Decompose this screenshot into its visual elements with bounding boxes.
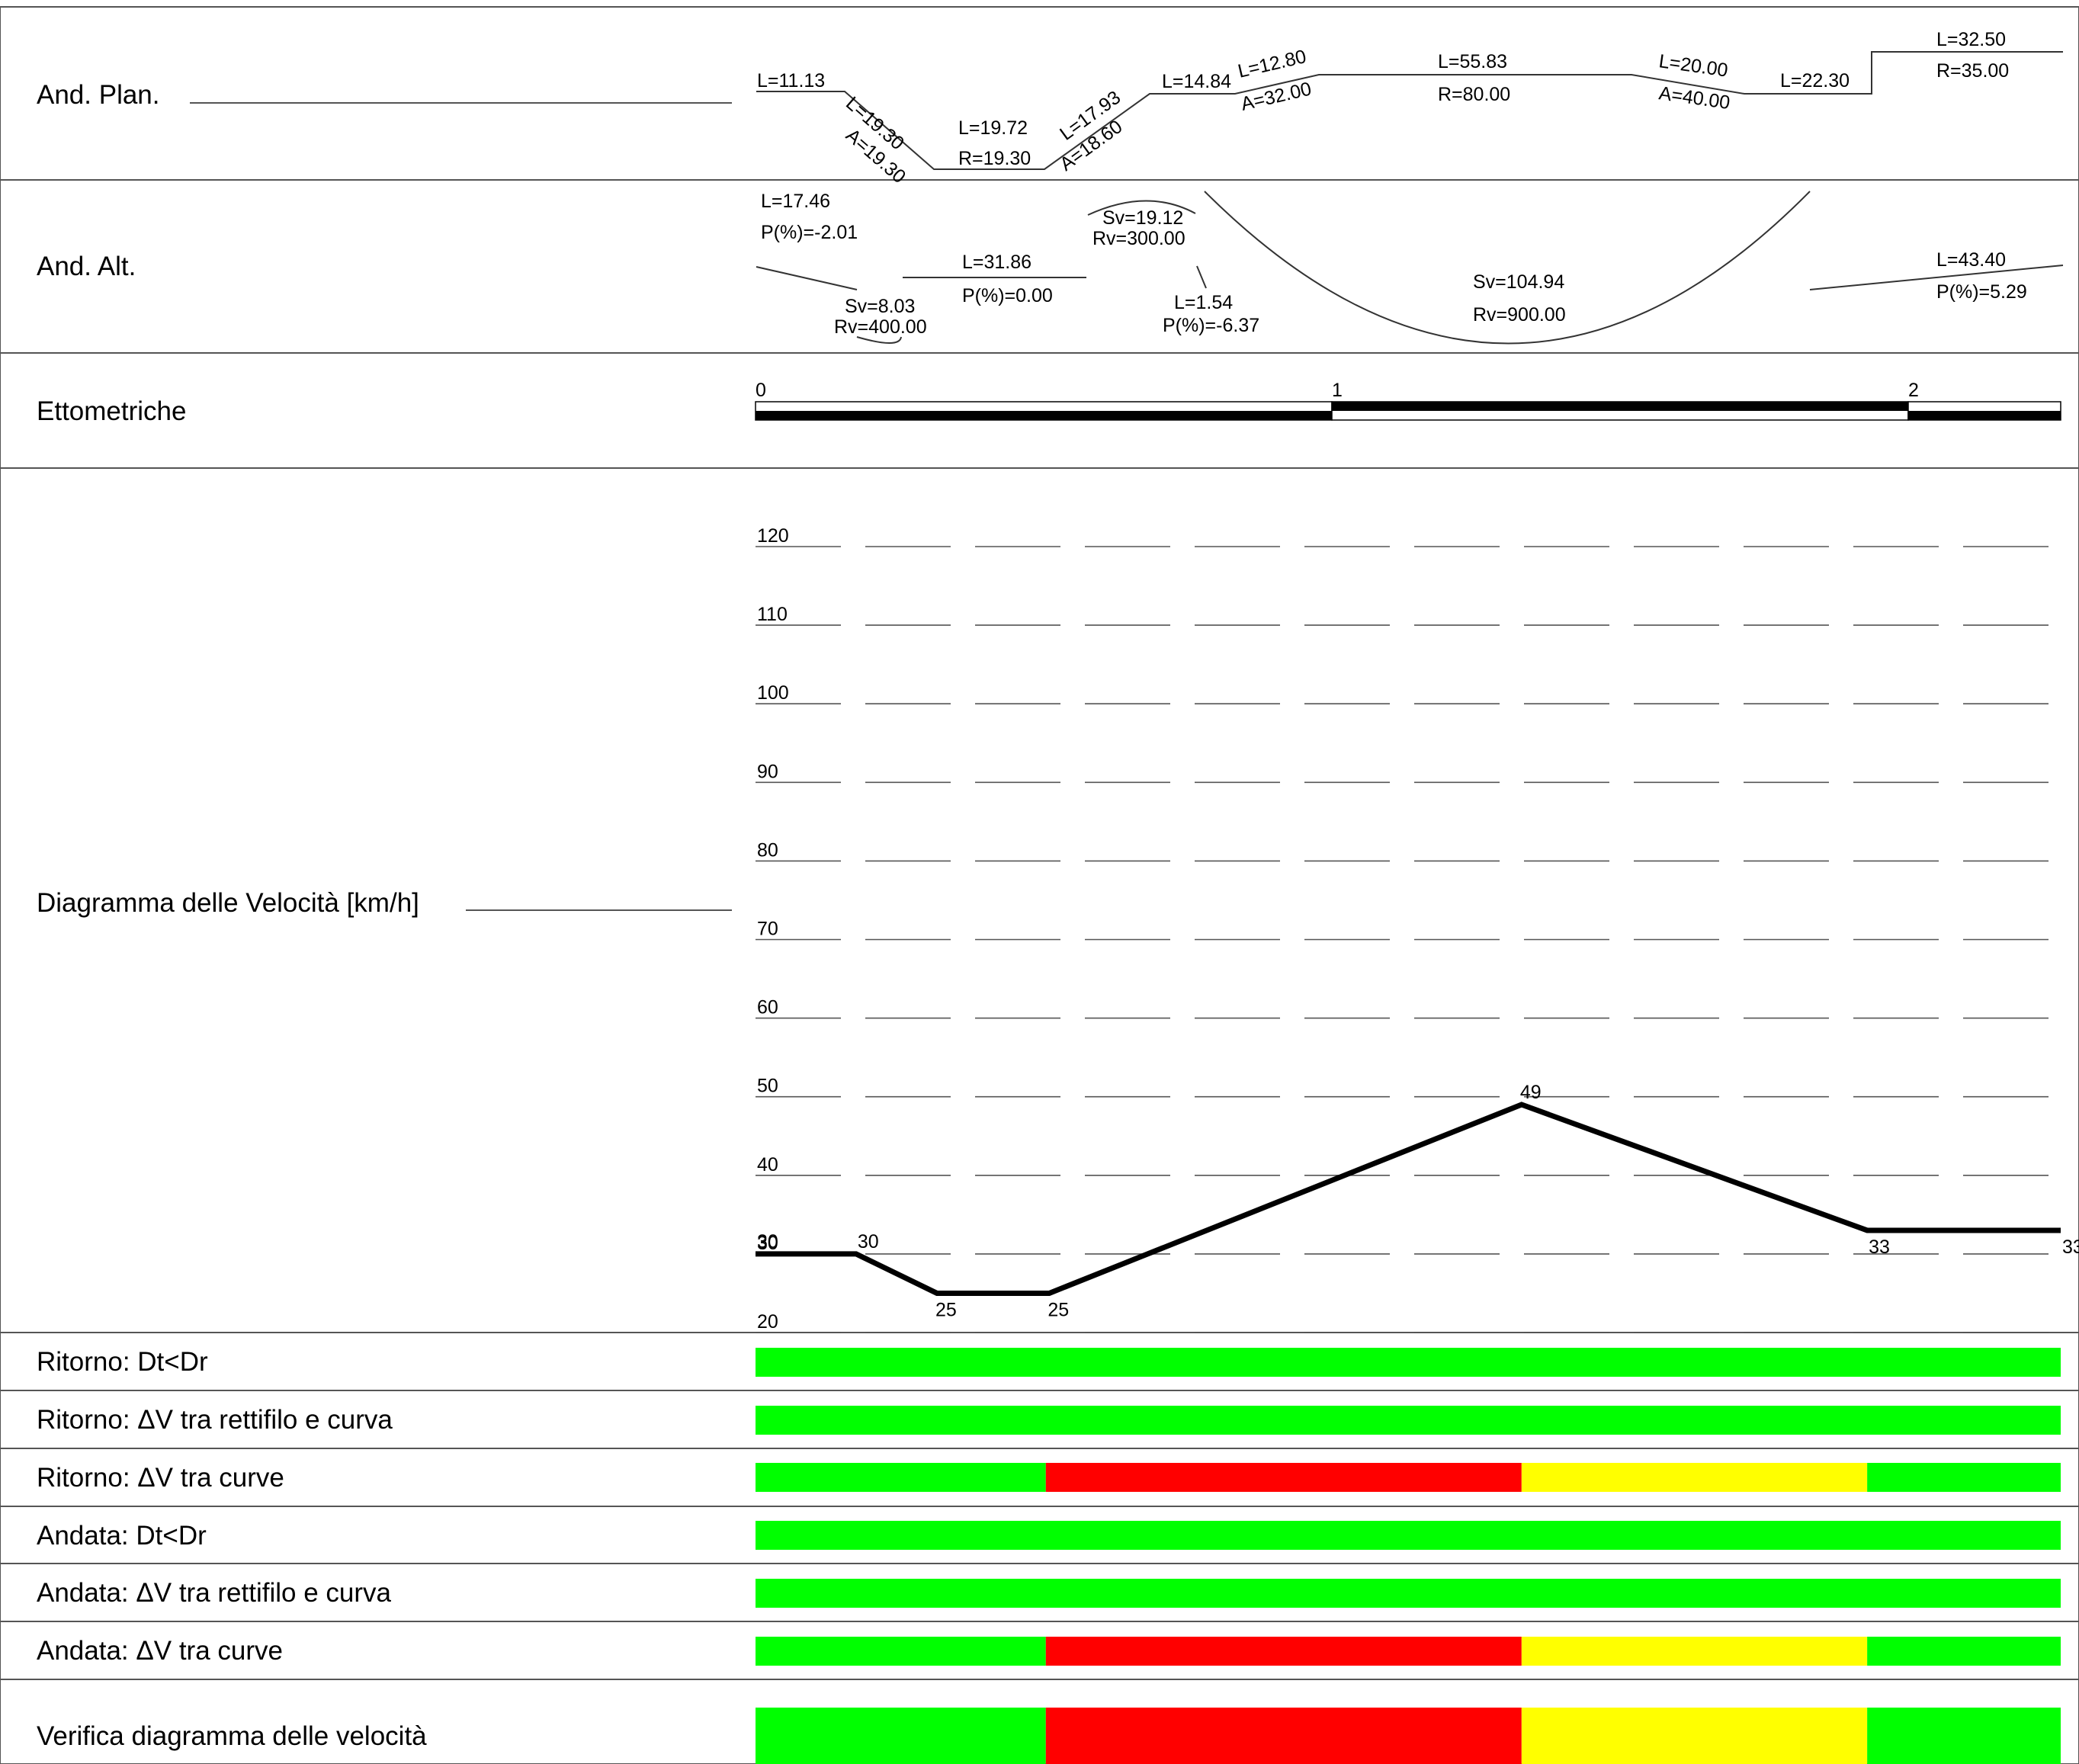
data-label-1: 30: [858, 1231, 879, 1252]
row-label-and-dt: Andata: Dt<Dr: [37, 1521, 207, 1551]
plan-label-a8: A=40.00: [1657, 82, 1731, 114]
alt-label-sv3: Sv=104.94: [1473, 271, 1564, 293]
plan-label-r3: R=19.30: [958, 148, 1031, 169]
hectometer-bar: 0 1 2: [755, 380, 2061, 421]
check-bar-rit_cc-0: [756, 1463, 1046, 1492]
y-tick-label-40: 40: [757, 1154, 778, 1175]
speed-series-line: [756, 1102, 2061, 1296]
y-tick-label-60: 60: [757, 997, 778, 1018]
alt-label-sv1: Sv=8.03: [845, 296, 915, 317]
row-label-and-rc: Andata: ΔV tra rettifilo e curva: [37, 1578, 392, 1608]
plan-label-a6: A=32.00: [1239, 78, 1314, 114]
check-bar-rit_cc-1: [1045, 1463, 1522, 1492]
y-tick-label-100: 100: [757, 682, 789, 704]
alt-label-l3: L=1.54: [1174, 292, 1233, 313]
alt-label-l2: L=31.86: [962, 252, 1031, 273]
y-tick-label-110: 110: [757, 604, 788, 625]
alt-label-rv3: Rv=900.00: [1473, 304, 1566, 326]
check-bar-verifica-3: [1867, 1708, 2061, 1764]
data-label-4: 49: [1520, 1082, 1542, 1103]
hm-marker-1: 1: [1332, 380, 1343, 401]
check-bar-rit_rc-0: [756, 1406, 2061, 1435]
row-label-rit-dt: Ritorno: Dt<Dr: [37, 1347, 208, 1377]
plan-label-l1: L=11.13: [757, 70, 825, 91]
y-tick-label-120: 120: [757, 525, 789, 547]
alt-label-rv2: Rv=300.00: [1092, 228, 1185, 249]
alt-grade-1: [756, 266, 858, 290]
row-label-rit-cc: Ritorno: ΔV tra curve: [37, 1463, 284, 1493]
row-label-alt: And. Alt.: [37, 252, 136, 281]
data-label-3: 25: [1048, 1299, 1069, 1320]
y-tick-label-20: 20: [757, 1311, 778, 1333]
hm-segment-2-fill: [1908, 411, 2061, 420]
alt-curve-sag-3: [1204, 191, 1811, 345]
speed-chart-series: [755, 1102, 2061, 1296]
y-tick-label-50: 50: [757, 1076, 778, 1097]
alt-label-l4: L=43.40: [1936, 249, 2006, 271]
check-bar-rit_dt-0: [756, 1348, 2061, 1377]
check-bar-rit_cc-2: [1521, 1463, 1868, 1492]
y-tick-label-90: 90: [757, 761, 778, 782]
check-bar-rit_cc-3: [1867, 1463, 2061, 1492]
row-label-diagram: Diagramma delle Velocità [km/h]: [37, 888, 419, 918]
y-tick-label-70: 70: [757, 919, 778, 940]
plan-label-l6: L=12.80: [1236, 46, 1308, 82]
check-bar-and_rc-0: [756, 1579, 2061, 1608]
alt-label-p3: P(%)=-6.37: [1163, 315, 1259, 336]
alt-curve-sag-1: [856, 336, 902, 344]
alt-curve-crest-2: [1087, 200, 1196, 216]
row-label-plan: And. Plan.: [37, 80, 160, 110]
plan-alignment: L=11.13 L=19.30 A=19.30 L=19.72 R=19.30 …: [756, 29, 2063, 188]
plan-alignment-line: [756, 51, 2063, 170]
plan-label-l3: L=19.72: [958, 117, 1028, 139]
hm-segment-1-fill: [1332, 402, 1908, 411]
check-bar-verifica-2: [1521, 1708, 1868, 1764]
plan-label-l5: L=14.84: [1162, 71, 1231, 92]
check-bar-verifica-0: [756, 1708, 1046, 1764]
alt-label-rv1: Rv=400.00: [834, 316, 927, 338]
table-frame: [0, 6, 2079, 1764]
speed-chart-y-ticks: 120 110 100 90 80 70 60 50 40 30 20: [757, 525, 789, 1333]
plan-label-l10: L=32.50: [1936, 29, 2006, 50]
data-label-5: 33: [1869, 1236, 1890, 1258]
check-bars: [756, 1348, 2061, 1764]
plan-label-l7: L=55.83: [1438, 51, 1507, 72]
data-label-2: 25: [935, 1299, 957, 1320]
hm-segment-0-fill: [756, 411, 1332, 420]
data-label-6: 33: [2062, 1236, 2079, 1258]
row-label-rit-rc: Ritorno: ΔV tra rettifilo e curva: [37, 1405, 393, 1435]
alt-label-l1: L=17.46: [761, 191, 830, 212]
y-tick-label-80: 80: [757, 839, 778, 861]
data-label-0: 30: [757, 1231, 778, 1252]
alt-grade-3: [1196, 265, 1207, 289]
check-bar-and_cc-0: [756, 1637, 1046, 1666]
plan-label-l9: L=22.30: [1780, 70, 1850, 91]
plan-label-r10: R=35.00: [1936, 60, 2009, 82]
check-bar-and_cc-2: [1521, 1637, 1868, 1666]
check-bar-and_cc-3: [1867, 1637, 2061, 1666]
speed-chart-grid: [756, 546, 2061, 1333]
hm-marker-2: 2: [1908, 380, 1919, 401]
plan-label-r7: R=80.00: [1438, 84, 1510, 105]
alt-grade-4: [1809, 265, 2064, 290]
check-bar-verifica-1: [1045, 1708, 1522, 1764]
hm-marker-0: 0: [756, 380, 766, 401]
y-tick-label-30: 30: [757, 1233, 778, 1254]
row-label-and-cc: Andata: ΔV tra curve: [37, 1636, 283, 1666]
row-label-verifica: Verifica diagramma delle velocità: [37, 1721, 427, 1751]
alt-profile: L=17.46 P(%)=-2.01 Sv=8.03 Rv=400.00 L=3…: [756, 191, 2064, 345]
alt-label-p1: P(%)=-2.01: [761, 222, 858, 243]
plan-label-l8: L=20.00: [1657, 50, 1729, 81]
check-bar-and_cc-1: [1045, 1637, 1522, 1666]
alt-label-sv2: Sv=19.12: [1102, 207, 1183, 229]
row-label-etto: Ettometriche: [37, 396, 186, 426]
alt-label-p2: P(%)=0.00: [962, 285, 1053, 306]
check-bar-and_dt-0: [756, 1521, 2061, 1550]
alt-label-p4: P(%)=5.29: [1936, 281, 2027, 303]
speed-chart-data-labels: 30 30 25 25 49 33 33: [757, 1082, 2079, 1320]
